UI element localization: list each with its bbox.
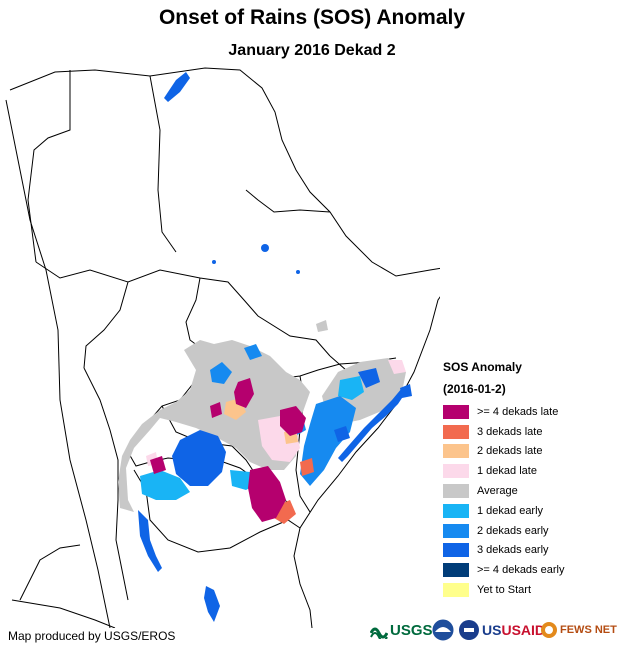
west-coast xyxy=(5,99,111,628)
fews-net-logo: FEWS NET xyxy=(540,618,617,642)
lake xyxy=(261,244,269,252)
legend-item: 3 dekads late xyxy=(443,422,564,442)
legend-item: 2 dekads early xyxy=(443,521,564,541)
lake xyxy=(204,586,220,622)
legend-swatch xyxy=(443,563,469,578)
legend-items: >= 4 dekads late 3 dekads late 2 dekads la… xyxy=(443,402,564,600)
legend-label: 2 dekads early xyxy=(477,524,549,537)
legend-item: 3 dekads early xyxy=(443,541,564,561)
border xyxy=(149,75,177,253)
border xyxy=(27,70,71,263)
legend-label: Yet to Start xyxy=(477,584,532,597)
border xyxy=(245,189,331,213)
legend-item: 1 dekad late xyxy=(443,461,564,481)
anomaly-4-late xyxy=(210,402,222,418)
border xyxy=(83,281,129,369)
anomaly-3-early xyxy=(358,368,380,388)
anomaly-2-early xyxy=(300,396,356,486)
anomaly-3-early xyxy=(338,388,406,462)
border xyxy=(133,469,301,553)
legend-swatch xyxy=(443,444,469,459)
legend-label: 3 dekads early xyxy=(477,544,549,557)
usaid-logo: USUSAID xyxy=(458,618,545,642)
anomaly-4-late xyxy=(234,378,254,408)
legend-label: >= 4 dekads late xyxy=(477,405,559,418)
legend-swatch xyxy=(443,543,469,558)
noaa-logo xyxy=(432,618,454,642)
legend-swatch xyxy=(443,484,469,499)
legend-item: >= 4 dekads early xyxy=(443,560,564,580)
map-title: Onset of Rains (SOS) Anomaly xyxy=(158,6,466,29)
legend-label: Average xyxy=(477,485,518,498)
legend-swatch xyxy=(443,404,469,419)
border xyxy=(35,261,331,357)
anomaly-2-early xyxy=(210,362,232,384)
legend-label: >= 4 dekads early xyxy=(477,564,565,577)
east-africa-map xyxy=(5,67,440,628)
anomaly-3-early xyxy=(334,426,350,442)
legend-swatch xyxy=(443,503,469,518)
anomaly-3-late xyxy=(300,458,314,476)
lake xyxy=(212,260,216,264)
anomaly-4-late xyxy=(280,406,306,436)
legend: SOS Anomaly (2016-01-2) >= 4 dekads late… xyxy=(443,360,564,600)
legend-item: 1 dekad early xyxy=(443,501,564,521)
anomaly-average xyxy=(118,340,310,512)
border xyxy=(19,544,81,601)
anomaly-1-late xyxy=(388,360,406,374)
map-subtitle: January 2016 Dekad 2 xyxy=(228,42,396,59)
southern-coast xyxy=(11,599,116,628)
anomaly-1-early xyxy=(140,470,190,500)
legend-label: 1 dekad early xyxy=(477,504,544,517)
legend-period: (2016-01-2) xyxy=(443,382,506,396)
anomaly-3-early xyxy=(172,430,226,486)
legend-label: 2 dekads late xyxy=(477,445,543,458)
legend-item: Average xyxy=(443,481,564,501)
legend-item: 2 dekads late xyxy=(443,442,564,462)
logo-bar: USGS USUSAID FEWS NET xyxy=(370,616,618,644)
legend-swatch xyxy=(443,424,469,439)
legend-item: Yet to Start xyxy=(443,580,564,600)
lake xyxy=(296,270,300,274)
legend-title: SOS Anomaly xyxy=(443,360,522,374)
border xyxy=(83,367,129,601)
lake xyxy=(138,510,162,572)
legend-label: 1 dekad late xyxy=(477,465,537,478)
map-credit: Map produced by USGS/EROS xyxy=(8,629,176,643)
legend-label: 3 dekads late xyxy=(477,425,543,438)
anomaly-average xyxy=(316,320,328,332)
fews-net-globe-icon xyxy=(541,622,557,638)
legend-swatch xyxy=(443,583,469,598)
usgs-wave-icon xyxy=(370,627,388,639)
usgs-logo: USGS xyxy=(370,618,433,642)
legend-item: >= 4 dekads late xyxy=(443,402,564,422)
anomaly-4-late xyxy=(150,456,166,474)
legend-swatch xyxy=(443,523,469,538)
anomaly-1-early xyxy=(338,376,364,400)
lake xyxy=(164,72,190,102)
coastline xyxy=(9,67,440,628)
anomaly-4-late xyxy=(248,466,286,522)
usaid-seal-icon xyxy=(459,620,479,640)
anomaly-2-early xyxy=(244,344,262,360)
noaa-seal-icon xyxy=(432,619,454,641)
legend-swatch xyxy=(443,464,469,479)
